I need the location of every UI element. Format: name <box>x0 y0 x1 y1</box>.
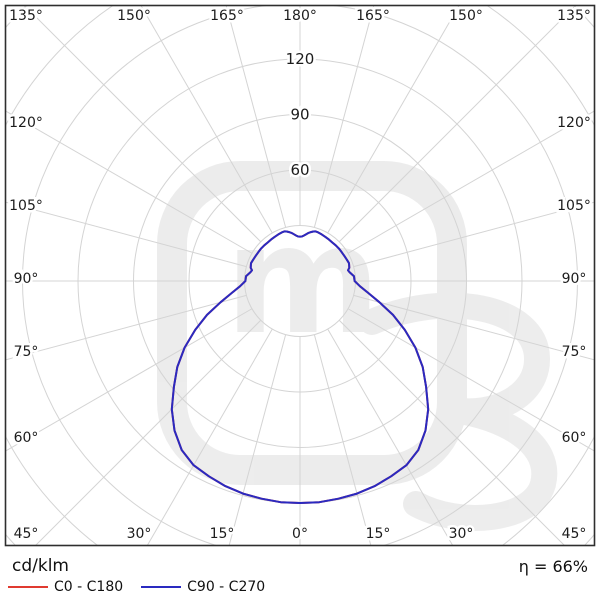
axis-tick-label: 135° <box>9 8 43 24</box>
grid-ray <box>5 201 247 268</box>
axis-tick-label: 45° <box>14 526 39 542</box>
axis-tick-label: 60° <box>562 430 587 446</box>
angle-labels: 135° 150° 165° 180° 165° 150° 135° 45° 30° 15° 0° 1… <box>7 6 594 545</box>
watermark-logo: m <box>157 161 558 531</box>
axis-tick-label: 90° <box>562 271 587 287</box>
axis-tick-label: 165° <box>356 8 390 24</box>
grid-ray <box>327 328 454 546</box>
c90-c270-line-swatch <box>141 586 182 588</box>
grid-ray <box>353 201 595 268</box>
grid-ray <box>338 5 577 243</box>
axis-tick-label: 165° <box>210 8 244 24</box>
legend-item-c90-c270: C90 - C270 <box>141 579 265 595</box>
axis-tick-label: 60° <box>14 430 39 446</box>
curve-c90-c270 <box>170 230 430 504</box>
axis-tick-label: 90 <box>290 106 309 124</box>
unit-label: cd/klm <box>12 556 69 576</box>
grid-ray <box>313 5 375 228</box>
grid-ray <box>327 5 460 234</box>
plot-border <box>4 4 596 547</box>
grid-ray <box>23 5 262 243</box>
efficiency-value: η = 66% <box>518 557 588 576</box>
grid-ray <box>34 319 262 546</box>
grid-ray <box>313 334 372 546</box>
grid-ray <box>225 5 287 228</box>
axis-tick-label: 0° <box>292 526 308 542</box>
axis-tick-label: 180° <box>283 8 317 24</box>
grid-ray <box>353 294 595 361</box>
axis-tick-label: 15° <box>366 526 391 542</box>
axis-tick-label: 120° <box>557 115 591 131</box>
axis-tick-label: 120° <box>9 115 43 131</box>
axis-tick-label: 90° <box>14 271 39 287</box>
axis-tick-label: 105° <box>9 198 43 214</box>
grid-ray <box>228 334 287 546</box>
grid-ray <box>347 308 595 452</box>
grid-ray <box>146 328 273 546</box>
axis-tick-label: 60 <box>290 161 309 179</box>
grid-ray <box>5 294 247 361</box>
grid-ray <box>5 110 253 254</box>
axis-tick-label: 75° <box>562 344 587 360</box>
intensity-curves <box>170 230 430 504</box>
axis-tick-label: 120 <box>286 50 315 68</box>
legend: C0 - C180 C90 - C270 <box>8 579 265 595</box>
axis-tick-label: 150° <box>117 8 151 24</box>
axis-tick-label: 30° <box>127 526 152 542</box>
polar-grid <box>5 5 595 546</box>
c0-c180-line-swatch <box>8 586 48 588</box>
axis-tick-label: 30° <box>449 526 474 542</box>
c0-c180-label: C0 - C180 <box>54 579 124 595</box>
c90-c270-label: C90 - C270 <box>187 579 266 595</box>
axis-tick-label: 75° <box>14 344 39 360</box>
axis-tick-label: 45° <box>562 526 587 542</box>
axis-tick-label: 15° <box>210 526 235 542</box>
axis-tick-label: 105° <box>557 198 591 214</box>
polar-chart: m 135° 150° 165° 180° 165° 150° 135° 45° 30° 15° 0°… <box>4 4 596 547</box>
grid-ray <box>5 308 253 452</box>
grid-ray <box>347 110 595 254</box>
legend-item-c0-c180: C0 - C180 <box>8 579 123 595</box>
axis-tick-label: 135° <box>557 8 591 24</box>
grid-ray <box>338 319 566 546</box>
axis-tick-label: 150° <box>449 8 483 24</box>
grid-ray <box>140 5 273 234</box>
